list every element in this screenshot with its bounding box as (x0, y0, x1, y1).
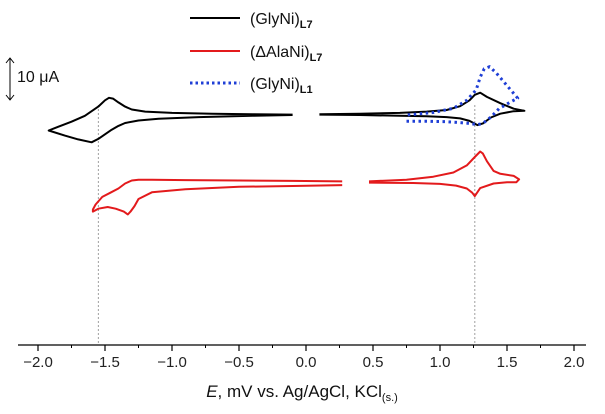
x-tick-label: −0.5 (224, 354, 254, 371)
x-tick-label: 1.0 (430, 354, 451, 371)
scale-bar-label: 10 μA (17, 69, 59, 86)
x-tick-label: −1.0 (157, 354, 187, 371)
series-layer (47, 65, 526, 216)
series-0-curve-1 (319, 91, 526, 127)
x-tick-label: 1.5 (497, 354, 518, 371)
scale-bar-arrow-up-icon (5, 57, 15, 64)
x-tick-label: −1.5 (90, 354, 120, 371)
x-tick-label: 2.0 (564, 354, 585, 371)
series-1-curve-1 (368, 150, 521, 198)
x-tick-label: 0.0 (296, 354, 317, 371)
series-2-curve-0 (406, 65, 520, 127)
series-0-curve-0 (47, 96, 293, 144)
series-1-curve-0 (91, 178, 343, 216)
x-axis-title: E, mV vs. Ag/AgCl, KCl(s.) (206, 382, 398, 404)
reference-lines (97, 105, 476, 345)
legend-label-glyni-l7: (GlyNi)L7 (250, 11, 313, 31)
legend: (GlyNi)L7 (ΔAlaNi)L7 (GlyNi)L1 (190, 11, 322, 96)
legend-label-dalani-l7: (ΔAlaNi)L7 (250, 44, 322, 64)
scale-bar: 10 μA (5, 57, 59, 101)
x-ticks: −2.0 −1.5 −1.0 −0.5 0.0 0.5 1.0 1.5 2.0 (23, 345, 584, 371)
x-axis: −2.0 −1.5 −1.0 −0.5 0.0 0.5 1.0 1.5 2.0 (18, 344, 586, 371)
scale-bar-arrow-down-icon (5, 94, 15, 101)
x-tick-label: −2.0 (23, 354, 53, 371)
legend-label-glyni-l1: (GlyNi)L1 (250, 76, 313, 96)
x-tick-label: 0.5 (363, 354, 384, 371)
